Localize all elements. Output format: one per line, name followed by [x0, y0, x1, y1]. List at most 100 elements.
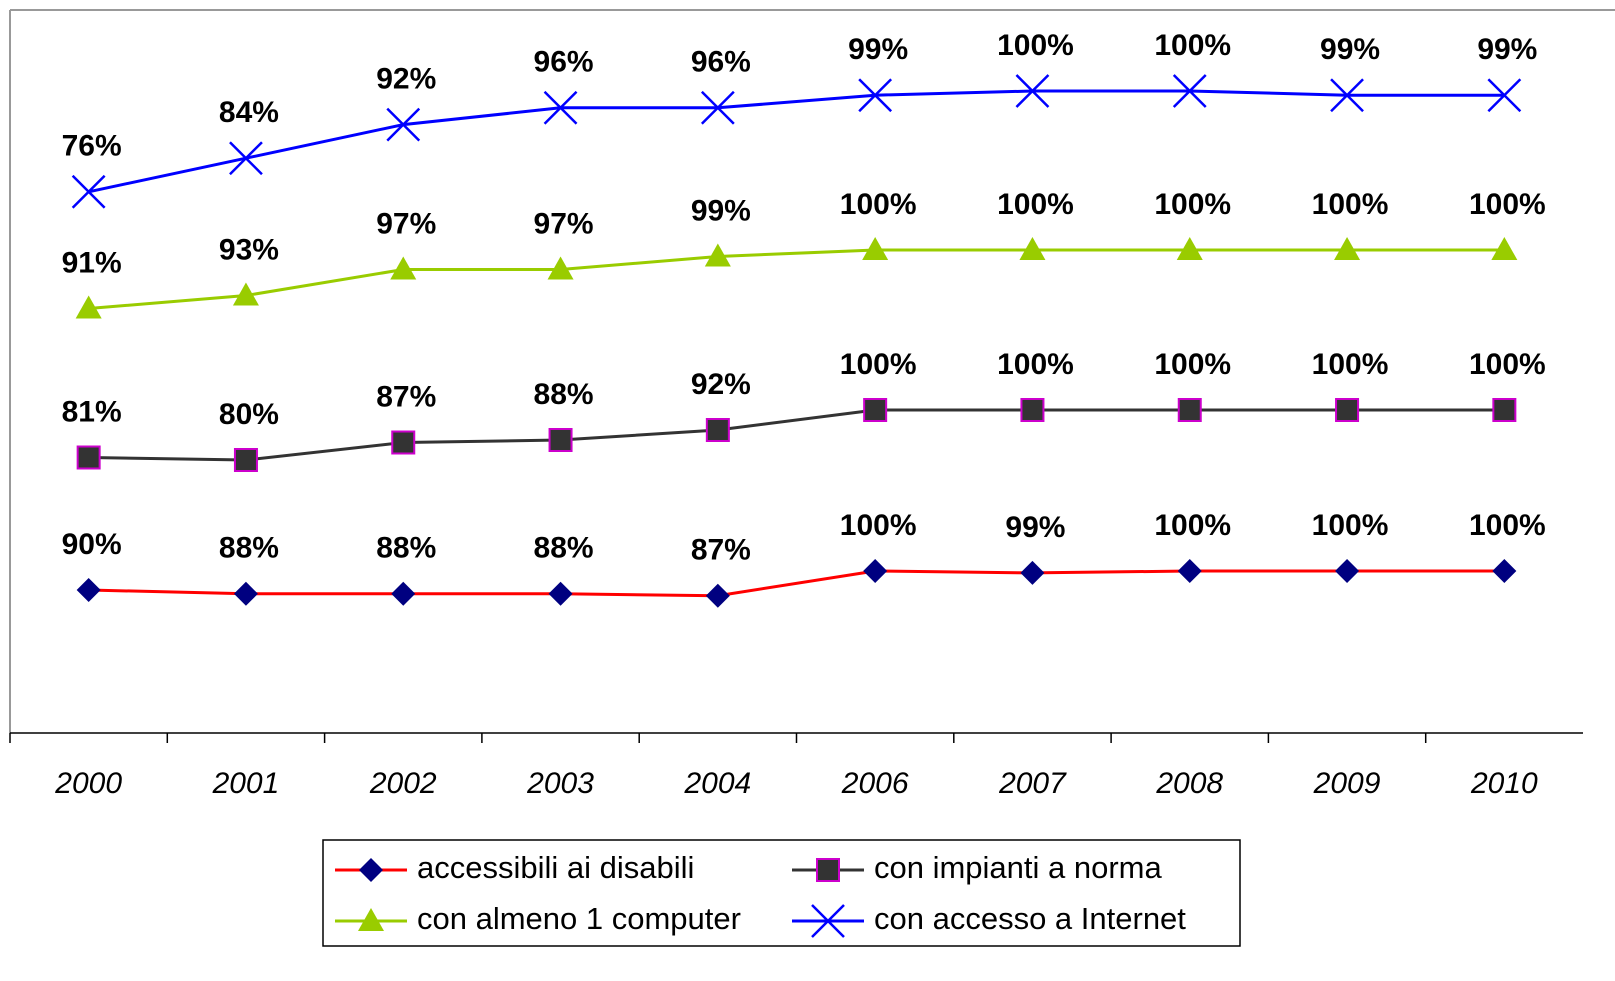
marker: [862, 237, 889, 260]
marker: [233, 581, 258, 606]
marker: [1335, 398, 1360, 422]
data-label: 99%: [1005, 511, 1065, 544]
legend-label: con accesso a Internet: [874, 901, 1186, 936]
marker: [1492, 398, 1517, 422]
data-label: 92%: [691, 368, 751, 401]
marker: [1330, 78, 1364, 113]
marker: [705, 418, 730, 442]
data-label: 100%: [1469, 348, 1546, 381]
legend-marker: [359, 858, 383, 882]
marker: [232, 282, 259, 306]
data-label: 100%: [997, 348, 1074, 381]
x-tick-label: 2004: [683, 767, 751, 800]
legend-marker: [811, 904, 845, 938]
data-label: 88%: [376, 532, 436, 565]
legend-marker: [816, 858, 840, 882]
data-label: 99%: [848, 33, 908, 66]
x-tick-label: 2001: [212, 767, 280, 800]
marker: [548, 581, 573, 606]
data-label: 100%: [1154, 509, 1231, 542]
data-label: 99%: [691, 194, 751, 227]
marker: [1487, 78, 1522, 113]
data-label: 80%: [219, 398, 279, 431]
marker: [858, 78, 893, 113]
data-label: 96%: [534, 46, 594, 79]
data-label: 100%: [997, 29, 1074, 62]
marker: [1019, 237, 1046, 260]
series-line: [88, 89, 1505, 194]
data-label: 87%: [691, 534, 751, 567]
marker: [76, 578, 101, 602]
marker: [1492, 559, 1517, 583]
legend-label: con impianti a norma: [874, 850, 1163, 885]
marker: [1334, 237, 1361, 260]
marker: [705, 583, 730, 608]
data-label: 84%: [219, 96, 279, 129]
data-label: 100%: [1154, 188, 1231, 221]
data-label: 97%: [376, 207, 436, 240]
series-line: [88, 248, 1505, 310]
data-label: 87%: [376, 380, 436, 413]
data-label: 100%: [1312, 188, 1389, 221]
data-label: 81%: [62, 395, 122, 428]
data-label: 88%: [219, 532, 279, 565]
legend-label: accessibili ai disabili: [417, 850, 694, 885]
data-label: 93%: [219, 233, 279, 266]
legend-marker: [358, 908, 384, 931]
data-label: 96%: [691, 46, 751, 79]
marker: [1177, 559, 1202, 583]
legend-label: con almeno 1 computer: [417, 901, 741, 936]
marker: [233, 448, 258, 472]
data-label: 90%: [62, 528, 122, 561]
marker: [75, 295, 102, 319]
marker: [71, 174, 106, 209]
marker: [386, 107, 421, 142]
data-label: 88%: [534, 532, 594, 565]
marker: [391, 430, 416, 455]
x-tick-label: 2006: [841, 767, 909, 800]
legend: [322, 839, 1241, 947]
marker: [700, 90, 735, 125]
x-tick-label: 2003: [526, 767, 594, 800]
data-label: 99%: [1477, 33, 1537, 66]
x-tick-label: 2008: [1155, 767, 1223, 800]
data-label: 100%: [1154, 29, 1231, 62]
marker: [229, 141, 263, 176]
series-line: [88, 569, 1505, 598]
x-tick-label: 2007: [998, 767, 1067, 800]
marker: [1172, 74, 1207, 108]
data-label: 100%: [997, 188, 1074, 221]
marker: [543, 90, 578, 125]
data-label: 100%: [1154, 348, 1231, 381]
marker: [76, 445, 101, 470]
x-tick-label: 2002: [369, 767, 437, 800]
data-label: 99%: [1320, 33, 1380, 66]
marker: [1491, 237, 1518, 260]
marker: [390, 256, 417, 280]
data-label: 100%: [1469, 188, 1546, 221]
data-label: 100%: [840, 509, 917, 542]
marker: [863, 398, 888, 422]
series-line: [88, 408, 1505, 462]
marker: [1020, 398, 1045, 422]
data-label: 100%: [840, 188, 917, 221]
marker: [1176, 237, 1203, 260]
marker: [1335, 559, 1360, 583]
data-label: 100%: [840, 348, 917, 381]
data-label: 100%: [1469, 509, 1546, 542]
marker: [1177, 398, 1202, 422]
marker: [548, 428, 573, 452]
data-label: 76%: [62, 130, 122, 163]
marker: [1015, 74, 1050, 108]
marker: [863, 559, 888, 583]
marker: [704, 243, 731, 267]
x-tick-label: 2000: [54, 767, 122, 800]
marker: [1020, 560, 1045, 585]
x-tick-label: 2010: [1470, 767, 1538, 800]
data-label: 92%: [376, 63, 436, 96]
marker: [547, 256, 574, 280]
data-label: 88%: [534, 378, 594, 411]
data-label: 91%: [62, 246, 122, 279]
